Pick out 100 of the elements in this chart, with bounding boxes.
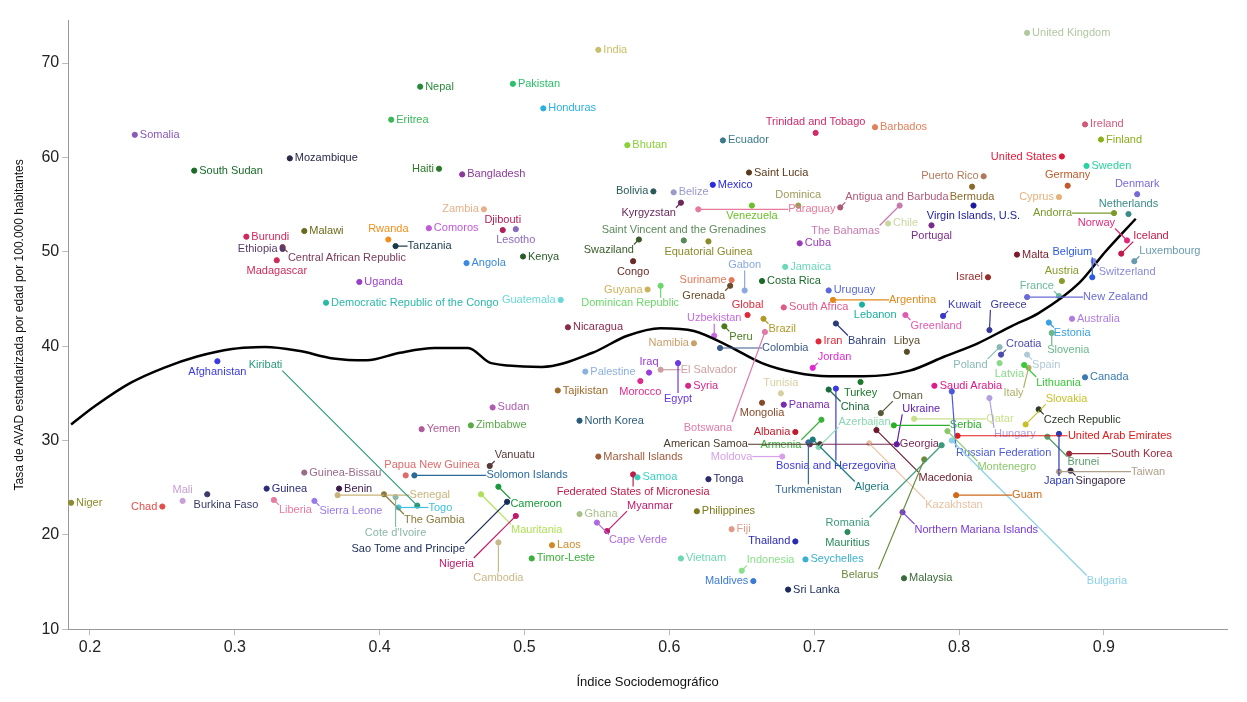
annotation: Ukraine — [902, 401, 941, 414]
annotation: Solomon Islands — [486, 468, 569, 481]
annotation: Kyrgyzstan — [621, 206, 676, 219]
annotation: Tanzania — [407, 239, 453, 252]
annotation: Iceland — [1133, 229, 1169, 242]
annotation: Sierra Leone — [319, 504, 383, 517]
annotation: Chad — [131, 499, 158, 512]
annotation: Greenland — [910, 318, 962, 331]
annotation: Myanmar — [627, 498, 674, 511]
x-tick-label: 0.7 — [803, 638, 826, 656]
annotation: Brunei — [1067, 455, 1100, 468]
annotation: Rwanda — [368, 222, 410, 235]
annotation: Virgin Islands, U.S. — [926, 209, 1021, 222]
annotation: The Bahamas — [811, 224, 881, 237]
x-tick-label: 0.3 — [223, 638, 246, 656]
annotation: Suriname — [679, 273, 727, 286]
annotation: Philippines — [701, 504, 756, 517]
annotation: Finland — [1105, 132, 1143, 145]
annotation: Czech Republic — [1043, 412, 1122, 425]
annotation: Oman — [892, 388, 923, 401]
annotation: Bangladesh — [467, 167, 526, 180]
annotation: Mauritania — [511, 522, 564, 535]
annotation: Cyprus — [1019, 190, 1055, 203]
x-tick-label: 0.8 — [947, 638, 971, 656]
annotation: Israel — [956, 270, 983, 283]
annotation: Cameroon — [510, 497, 562, 510]
annotation: Argentina — [889, 292, 937, 305]
y-tick-label: 10 — [41, 619, 60, 637]
annotation: Ethiopia — [237, 241, 279, 254]
x-tick-label: 0.6 — [658, 638, 681, 656]
annotation: Niger — [76, 495, 103, 508]
annotation: Saint Lucia — [753, 165, 810, 178]
x-tick-label: 0.2 — [78, 638, 102, 656]
annotation: South Africa — [789, 300, 850, 313]
annotation: Honduras — [548, 101, 597, 114]
annotation: Federated States of Micronesia — [556, 484, 711, 497]
annotation: Vanuatu — [494, 448, 535, 461]
annotation: Serbia — [949, 418, 983, 431]
annotation: Bahrain — [847, 334, 886, 347]
annotation: United Arab Emirates — [1067, 428, 1173, 441]
annotation: Samoa — [642, 470, 679, 483]
annotation: Somalia — [139, 127, 181, 140]
annotation: Guinea — [271, 481, 308, 494]
annotation: El Salvador — [680, 362, 738, 375]
annotation: Bermuda — [949, 190, 996, 203]
annotation: Algeria — [854, 480, 890, 493]
y-tick-label: 70 — [41, 53, 60, 71]
annotation: Burkina Faso — [193, 497, 259, 510]
annotation: Uzbekistan — [687, 311, 742, 324]
annotation: Netherlands — [1098, 196, 1159, 209]
y-tick-label: 40 — [41, 336, 60, 354]
annotation: Haiti — [412, 161, 435, 174]
annotation: Romania — [825, 515, 871, 528]
annotation: India — [603, 42, 629, 55]
annotation: Venezuela — [726, 209, 779, 222]
annotation: Yemen — [426, 422, 461, 435]
annotation: Tunisia — [763, 375, 800, 388]
annotation: Kazakhstan — [925, 497, 983, 510]
y-tick-label: 20 — [41, 525, 60, 543]
annotation: Ecuador — [727, 133, 770, 146]
annotation: Andorra — [1032, 206, 1073, 219]
annotation: Guyana — [604, 282, 644, 295]
annotation: Germany — [1045, 168, 1091, 181]
annotation: Laos — [556, 538, 582, 551]
annotation: Mali — [172, 483, 193, 496]
annotation: Djibouti — [484, 212, 522, 225]
annotation: Ghana — [584, 507, 619, 520]
annotation: Macedonia — [918, 470, 974, 483]
annotation: Vietnam — [685, 551, 727, 564]
annotation: Maldives — [704, 574, 749, 587]
annotation: Cuba — [804, 236, 832, 249]
annotation: Fiji — [736, 522, 751, 535]
annotation: South Korea — [1111, 446, 1174, 459]
annotation: Global — [731, 297, 764, 310]
annotation: Saint Vincent and the Grenadines — [601, 222, 767, 235]
annotation: Albania — [753, 425, 792, 438]
annotation: Ireland — [1090, 117, 1124, 130]
annotation: Luxembourg — [1139, 243, 1201, 256]
annotation: Benin — [344, 481, 373, 494]
annotation: American Samoa — [663, 437, 749, 450]
annotation: Northern Mariana Islands — [914, 522, 1039, 535]
annotation: Democratic Republic of the Congo — [331, 295, 499, 308]
annotation: Morocco — [619, 384, 662, 397]
annotation: Latvia — [994, 366, 1025, 379]
annotation: Kuwait — [948, 298, 982, 311]
annotation: Dominican Republic — [581, 296, 680, 309]
annotation: Tonga — [713, 472, 745, 485]
annotation: Palestine — [590, 364, 636, 377]
annotation: Burundi — [251, 229, 290, 242]
annotation: Comoros — [433, 221, 479, 234]
annotation: Papua New Guinea — [384, 457, 481, 470]
annotation: Jordan — [817, 350, 852, 363]
annotation: Saudi Arabia — [939, 378, 1003, 391]
annotation: United States — [990, 149, 1058, 162]
annotation: Turkey — [843, 385, 878, 398]
annotation: Eritrea — [396, 112, 430, 125]
annotation: Guinea-Bissau — [309, 465, 382, 478]
annotation: Malawi — [309, 224, 344, 237]
annotation: Marshall Islands — [603, 449, 684, 462]
annotation: Namibia — [648, 336, 690, 349]
